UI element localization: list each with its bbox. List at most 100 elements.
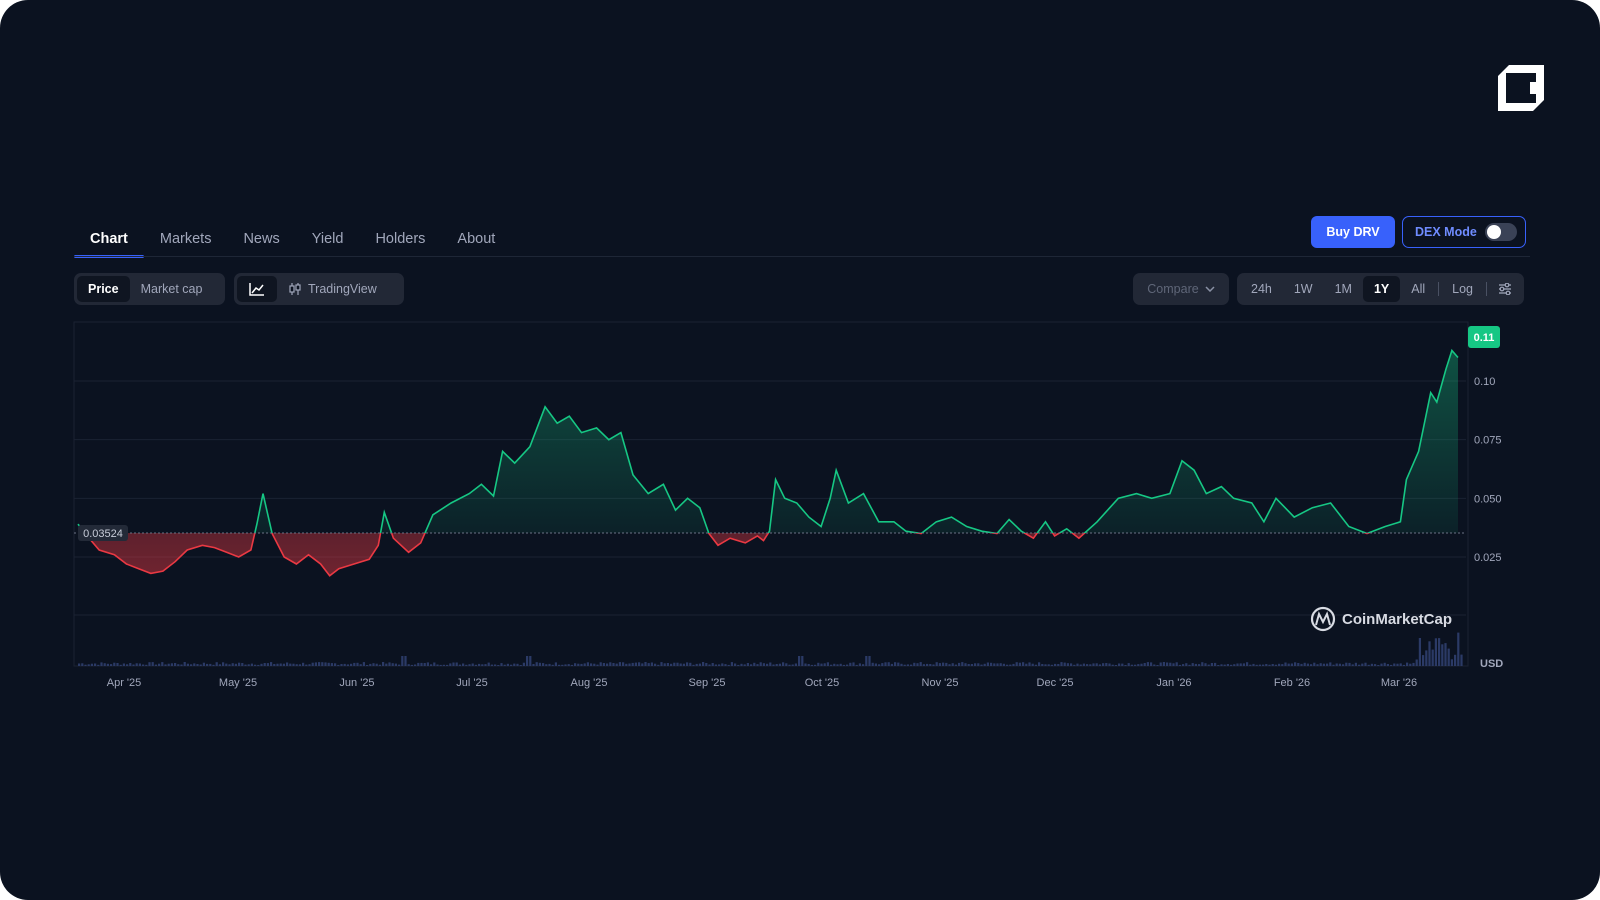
volume-bar <box>138 663 141 666</box>
baseline-value: 0.03524 <box>83 528 123 540</box>
volume-bar <box>241 663 244 666</box>
range-24h-button[interactable]: 24h <box>1251 282 1272 296</box>
x-tick-label: Dec '25 <box>1037 677 1074 689</box>
volume-bar <box>634 662 637 666</box>
volume-bar <box>644 662 647 666</box>
volume-bar <box>1172 663 1175 666</box>
buy-button[interactable]: Buy DRV <box>1311 216 1395 248</box>
volume-bar <box>158 663 161 666</box>
volume-bar <box>446 664 449 666</box>
volume-bar <box>423 663 426 666</box>
volume-bar <box>945 662 948 666</box>
volume-bar <box>810 664 813 666</box>
volume-bar <box>1457 632 1460 666</box>
compare-dropdown[interactable]: Compare <box>1133 273 1229 305</box>
volume-bar <box>282 663 285 666</box>
volume-bar <box>1063 662 1066 666</box>
tab-yield[interactable]: Yield <box>311 231 344 247</box>
volume-bar <box>1249 664 1252 666</box>
volume-bar <box>1278 663 1281 666</box>
chart-settings-button[interactable] <box>1489 276 1521 302</box>
volume-bar <box>1329 662 1332 666</box>
volume-bar <box>702 662 705 666</box>
coinmarketcap-icon <box>1310 606 1336 632</box>
volume-bar <box>1044 664 1047 666</box>
volume-bar <box>372 663 375 666</box>
volume-bar <box>542 663 545 666</box>
volume-bar <box>1111 664 1114 666</box>
volume-bar <box>1374 664 1377 666</box>
volume-bar <box>599 662 602 666</box>
volume-bar <box>574 663 577 666</box>
range-1y-button[interactable]: 1Y <box>1362 276 1401 302</box>
volume-bar <box>788 664 791 666</box>
volume-bar <box>1127 663 1130 666</box>
volume-bar <box>167 663 170 666</box>
log-scale-button[interactable]: Log <box>1452 282 1474 296</box>
volume-bar <box>926 663 929 666</box>
tradingview-button[interactable]: TradingView <box>277 276 388 302</box>
volume-bar <box>689 662 692 666</box>
volume-bar <box>199 664 202 666</box>
volume-bar <box>1386 664 1389 666</box>
volume-bar <box>535 662 538 666</box>
range-switch: 24h 1W 1M 1Y All Log <box>1237 273 1524 305</box>
volume-bar <box>670 663 673 666</box>
tab-holders[interactable]: Holders <box>375 231 426 247</box>
section-tabs: Chart Markets News Yield Holders About <box>74 222 511 258</box>
dex-mode-switch[interactable] <box>1485 223 1517 241</box>
volume-bar <box>628 663 631 666</box>
volume-bar <box>263 663 266 666</box>
volume-bar <box>862 664 865 666</box>
volume-bar <box>878 664 881 666</box>
volume-bar <box>1358 664 1361 666</box>
volume-bar <box>110 664 113 666</box>
metric-switch: Price Market cap <box>74 273 225 305</box>
volume-bar <box>433 662 436 666</box>
chevron-down-icon <box>1205 286 1215 292</box>
volume-bar <box>519 665 522 666</box>
market-cap-button[interactable]: Market cap <box>140 282 203 296</box>
volume-bar <box>174 663 177 666</box>
volume-bar <box>1409 663 1412 666</box>
volume-bar <box>698 663 701 666</box>
volume-bar <box>1124 665 1127 666</box>
current-price-value: 0.11 <box>1474 332 1495 344</box>
volume-bar <box>161 662 164 666</box>
volume-bar <box>87 664 90 666</box>
volume-bar <box>801 656 804 666</box>
volume-bar <box>186 663 189 666</box>
volume-bar <box>78 663 81 666</box>
volume-bar <box>1066 663 1069 666</box>
volume-bar <box>638 662 641 666</box>
range-all-button[interactable]: All <box>1411 282 1426 296</box>
range-1m-button[interactable]: 1M <box>1334 282 1352 296</box>
line-chart-button[interactable] <box>237 276 277 302</box>
volume-bar <box>1025 663 1028 666</box>
volume-bar <box>561 664 564 666</box>
volume-bar <box>1076 663 1079 666</box>
tab-markets[interactable]: Markets <box>159 231 212 247</box>
volume-bar <box>890 663 893 666</box>
volume-bar <box>1073 664 1076 666</box>
dex-mode-toggle[interactable]: DEX Mode <box>1402 216 1526 248</box>
volume-bar <box>529 656 532 666</box>
tab-news[interactable]: News <box>243 231 280 247</box>
volume-bar <box>1153 664 1156 666</box>
volume-bar <box>894 662 897 666</box>
range-1w-button[interactable]: 1W <box>1293 282 1313 296</box>
volume-bar <box>958 662 961 666</box>
volume-bar <box>842 664 845 666</box>
volume-bar <box>705 663 708 666</box>
volume-bar <box>414 664 417 666</box>
volume-bar <box>1370 663 1373 666</box>
volume-bar <box>273 664 276 666</box>
price-button[interactable]: Price <box>77 276 130 302</box>
volume-bar <box>766 663 769 666</box>
volume-bar <box>1012 663 1015 666</box>
volume-bar <box>826 662 829 666</box>
volume-bar <box>913 662 916 666</box>
tab-about[interactable]: About <box>457 231 496 247</box>
